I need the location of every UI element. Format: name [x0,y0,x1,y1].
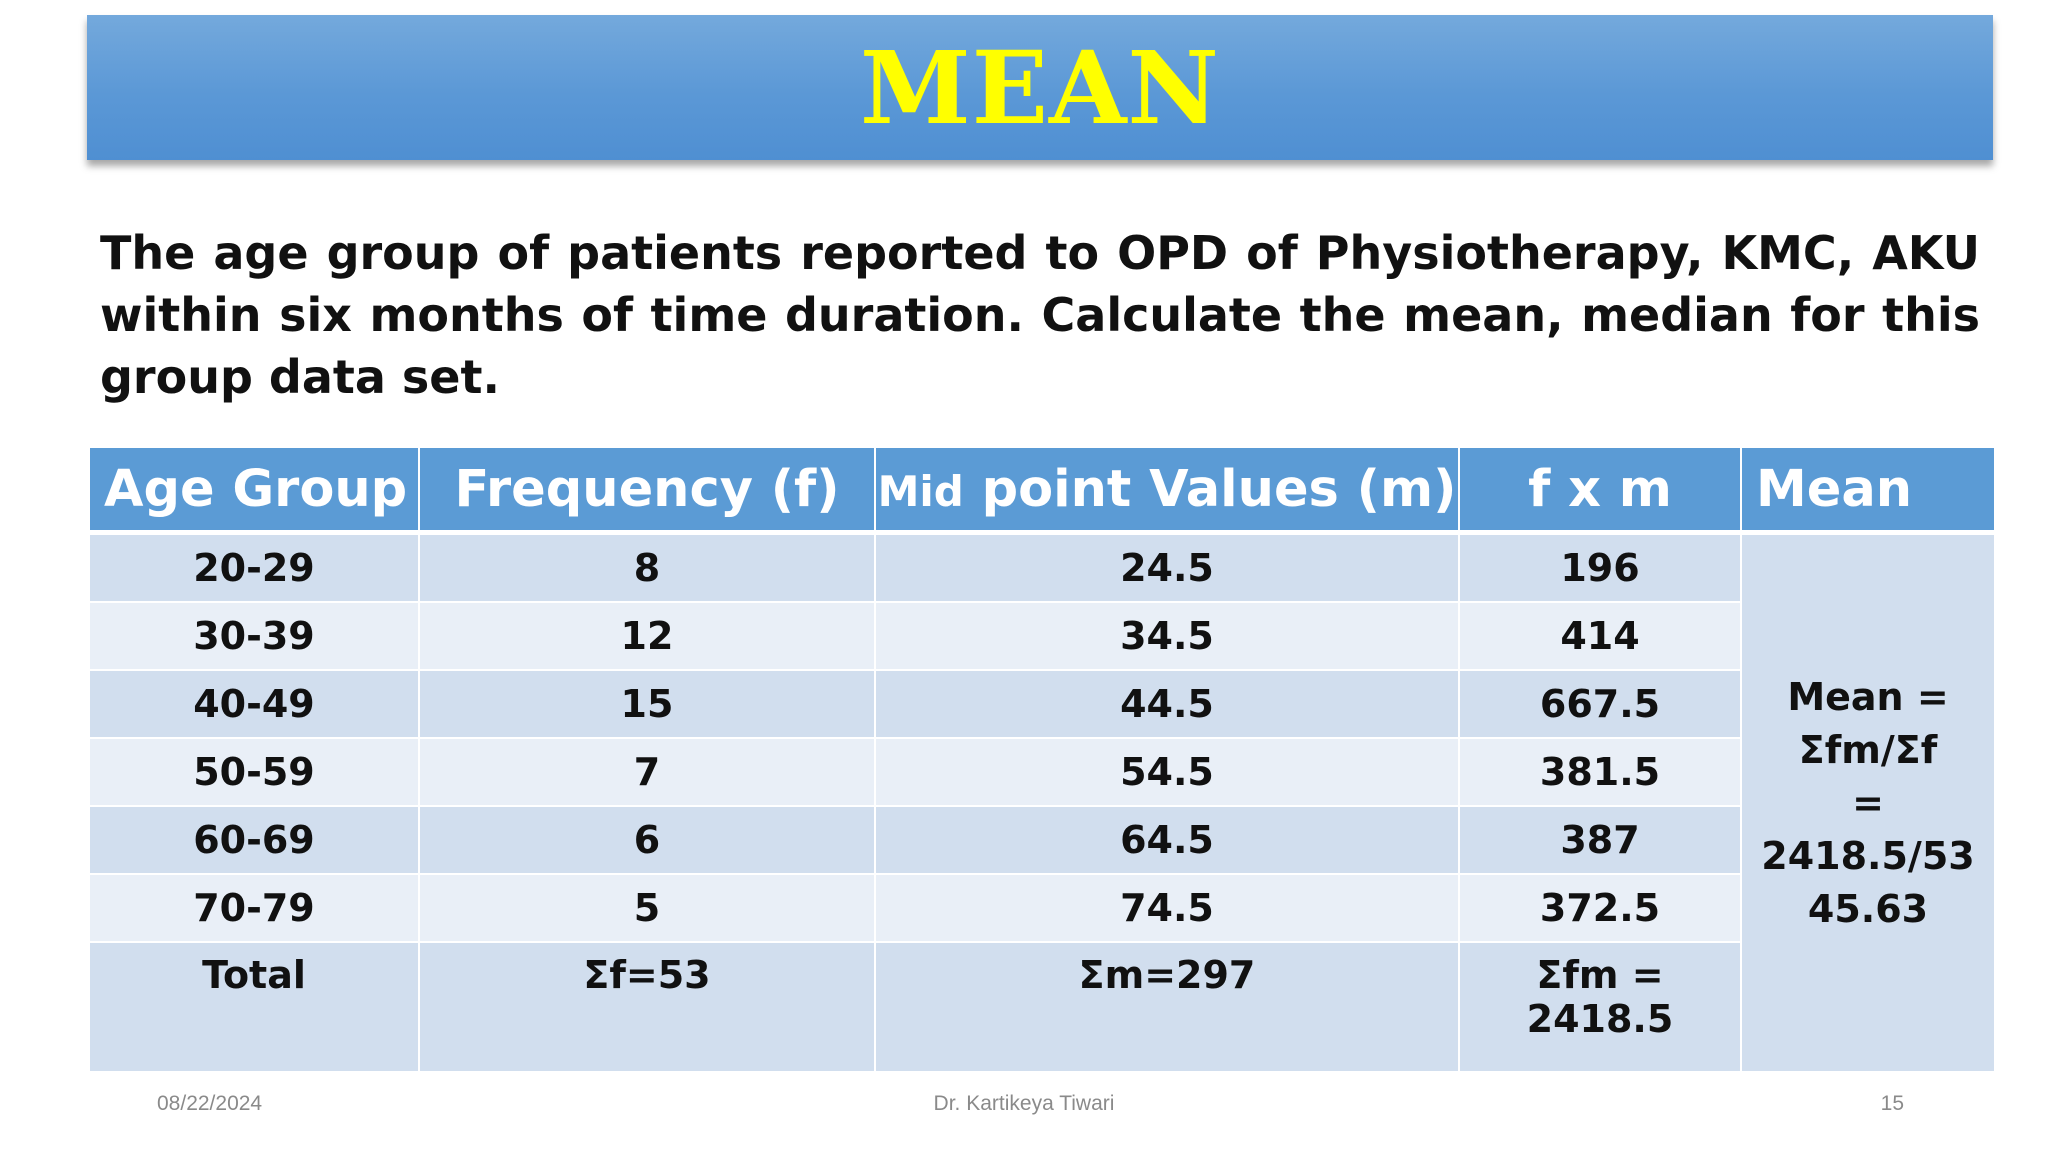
mean-line-1: Mean = [1787,674,1949,719]
title-banner: MEAN [87,15,1993,160]
header-frequency: Frequency (f) [418,446,876,535]
cell-midpoint: 74.5 [874,873,1460,943]
table-row: 60-69 6 64.5 387 [88,805,1995,875]
cell-midpoint: 54.5 [874,737,1460,807]
header-midpoint: Mid point Values (m) [874,446,1460,535]
table-row: 40-49 15 44.5 667.5 [88,669,1995,739]
table-row: 20-29 8 24.5 196 Mean = Σfm/Σf = 2418.5/… [88,531,1996,1073]
table-total-row: Total Σf=53 Σm=297 Σfm = 2418.5 [88,941,1995,1073]
cell-fxm: 381.5 [1458,737,1742,807]
table-row: 30-39 12 34.5 414 [88,601,1995,671]
cell-midpoint: 24.5 [874,531,1460,603]
cell-total-fxm: Σfm = 2418.5 [1458,941,1742,1073]
question-text: The age group of patients reported to OP… [100,226,1980,404]
table-row: 70-79 5 74.5 372.5 [88,873,1995,943]
mean-result-cell: Mean = Σfm/Σf = 2418.5/53 45.63 [1740,531,1996,1073]
header-fxm: f x m [1458,446,1742,535]
frequency-table: Age Group Frequency (f) Mid point Values… [88,446,1996,1073]
cell-total-midpoint: Σm=297 [874,941,1460,1073]
cell-frequency: 8 [418,531,876,603]
mean-line-2: Σfm/Σf [1798,727,1938,772]
cell-frequency: 5 [418,873,876,943]
header-midpoint-rest: point Values (m) [963,459,1457,519]
cell-frequency: 7 [418,737,876,807]
table-row: 50-59 7 54.5 381.5 [88,737,1995,807]
cell-midpoint: 34.5 [874,601,1460,671]
cell-age-group: 70-79 [88,873,420,943]
cell-age-group: 30-39 [88,601,420,671]
mean-line-3: = 2418.5/53 [1761,780,1975,878]
header-age-group: Age Group [88,446,420,535]
cell-midpoint: 44.5 [874,669,1460,739]
mean-line-4: 45.63 [1807,886,1929,931]
cell-age-group: 40-49 [88,669,420,739]
cell-fxm: 414 [1458,601,1742,671]
cell-age-group: 50-59 [88,737,420,807]
table-header-row: Age Group Frequency (f) Mid point Values… [88,446,1996,535]
footer-date: 08/22/2024 [157,1092,263,1115]
cell-total-label: Total [88,941,420,1073]
slide-title: MEAN [860,28,1220,147]
cell-frequency: 15 [418,669,876,739]
header-midpoint-prefix: Mid [877,466,964,516]
cell-frequency: 12 [418,601,876,671]
header-mean: Mean [1740,446,1996,535]
cell-midpoint: 64.5 [874,805,1460,875]
cell-fxm: 372.5 [1458,873,1742,943]
footer-author: Dr. Kartikeya Tiwari [933,1092,1115,1115]
cell-age-group: 60-69 [88,805,420,875]
footer-page-number: 15 [1880,1092,1904,1115]
cell-fxm: 196 [1458,531,1742,603]
cell-total-frequency: Σf=53 [418,941,876,1073]
cell-fxm: 387 [1458,805,1742,875]
cell-fxm: 667.5 [1458,669,1742,739]
cell-frequency: 6 [418,805,876,875]
cell-age-group: 20-29 [88,531,420,603]
